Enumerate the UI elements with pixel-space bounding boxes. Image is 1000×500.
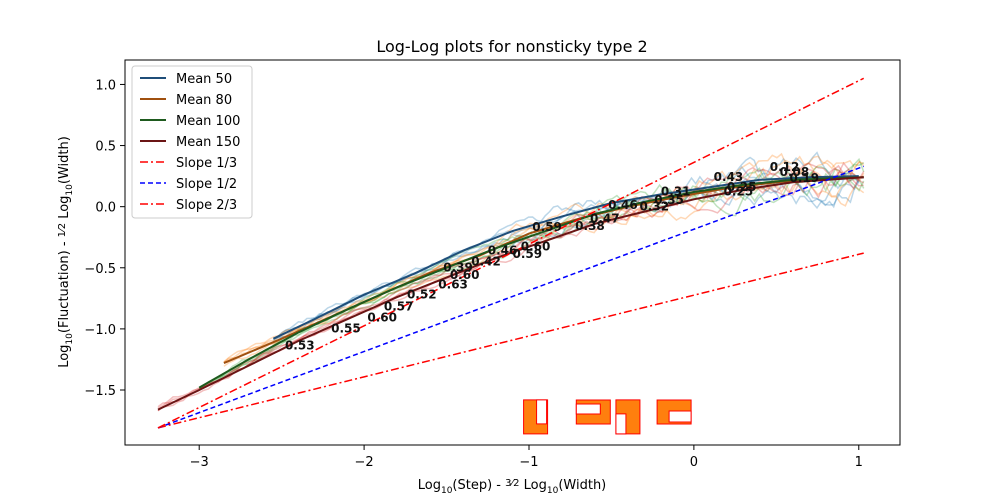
slope-annotation: 0.60 [521,240,551,254]
slope-annotation: 0.25 [727,180,757,194]
slope-annotation: 0.57 [384,300,414,314]
plot-frame [124,59,901,446]
slope-annotation: 0.59 [513,247,543,261]
slope-annotations: 0.530.550.600.570.520.630.600.390.420.46… [285,160,819,352]
series-line-mean-50 [272,175,859,340]
x-axis-label: Log10(Step) - 3⁄2 Log10(Width) [418,478,607,496]
series-line-mean-150 [157,176,864,411]
inset-icons [523,399,692,435]
slope-annotation: 0.25 [724,185,754,199]
y-axis-ticks: −1.5 −1.0 −0.5 0.0 0.5 1.0 [84,78,125,399]
inset-icon [523,399,549,435]
slope-annotation: 0.59 [532,220,562,234]
legend-label: Slope 2/3 [176,198,237,213]
run-line [157,162,864,408]
y-axis-label: Log10(Fluctuation) - 1⁄2 Log10(Width) [57,136,75,368]
y-tick-label: 0.5 [95,140,116,155]
y-tick-label: −1.5 [84,384,116,399]
chart-title: Log-Log plots for nonsticky type 2 [376,37,647,56]
x-axis-ticks: −3 −2 −1 0 1 [190,445,863,470]
series-line-slope-2-3 [157,77,865,429]
y-tick-label: 1.0 [95,78,116,93]
legend: Mean 50 Mean 80 Mean 100 Mean 150 Slope 1/3 S… [131,65,253,219]
y-tick-label: −1.0 [84,323,116,338]
slope-annotation: 0.39 [443,260,473,274]
x-tick-label: −1 [519,455,538,470]
slope-annotation: 0.46 [608,198,638,212]
slope-annotation: 0.35 [654,193,684,207]
slope-annotation: 0.46 [488,243,518,257]
legend-label: Mean 100 [176,114,240,129]
slope-annotation: 0.55 [331,322,361,336]
slope-annotation: 0.47 [590,212,620,226]
slope-annotation: 0.43 [714,170,744,184]
y-tick-label: −0.5 [84,262,116,277]
inset-icon [615,399,641,435]
series-line-mean-100 [198,176,864,389]
legend-label: Mean 150 [176,135,240,150]
inset-icon [575,399,611,425]
series-lines [157,77,865,429]
slope-annotation: 0.12 [770,160,800,174]
x-tick-label: −3 [190,455,209,470]
slope-annotation: 0.32 [639,199,669,213]
slope-annotation: 0.42 [471,254,501,268]
x-tick-label: −2 [355,455,374,470]
slope-annotation: 0.53 [285,339,315,353]
slope-annotation: 0.60 [367,311,397,325]
legend-box [131,65,253,219]
slope-annotation: 0.60 [450,268,480,282]
run-line [198,167,865,389]
slope-annotation: 0.31 [661,185,691,199]
slope-annotation: 0.08 [780,165,810,179]
legend-label: Mean 80 [176,93,232,108]
y-tick-label: 0.0 [95,201,116,216]
slope-annotation: 0.52 [407,287,437,301]
slope-annotation: 0.19 [790,171,820,185]
inset-icon [656,399,692,425]
run-line [198,157,865,390]
legend-label: Slope 1/2 [176,177,237,192]
series-line-slope-1-2 [157,165,864,429]
legend-label: Mean 50 [176,72,232,87]
legend-label: Slope 1/3 [176,156,237,171]
series-line-slope-1-3 [157,252,864,429]
x-tick-label: 0 [690,455,698,470]
slope-annotation: 0.63 [438,278,468,292]
slope-annotation: 0.38 [575,219,605,233]
x-tick-label: 1 [855,455,863,470]
